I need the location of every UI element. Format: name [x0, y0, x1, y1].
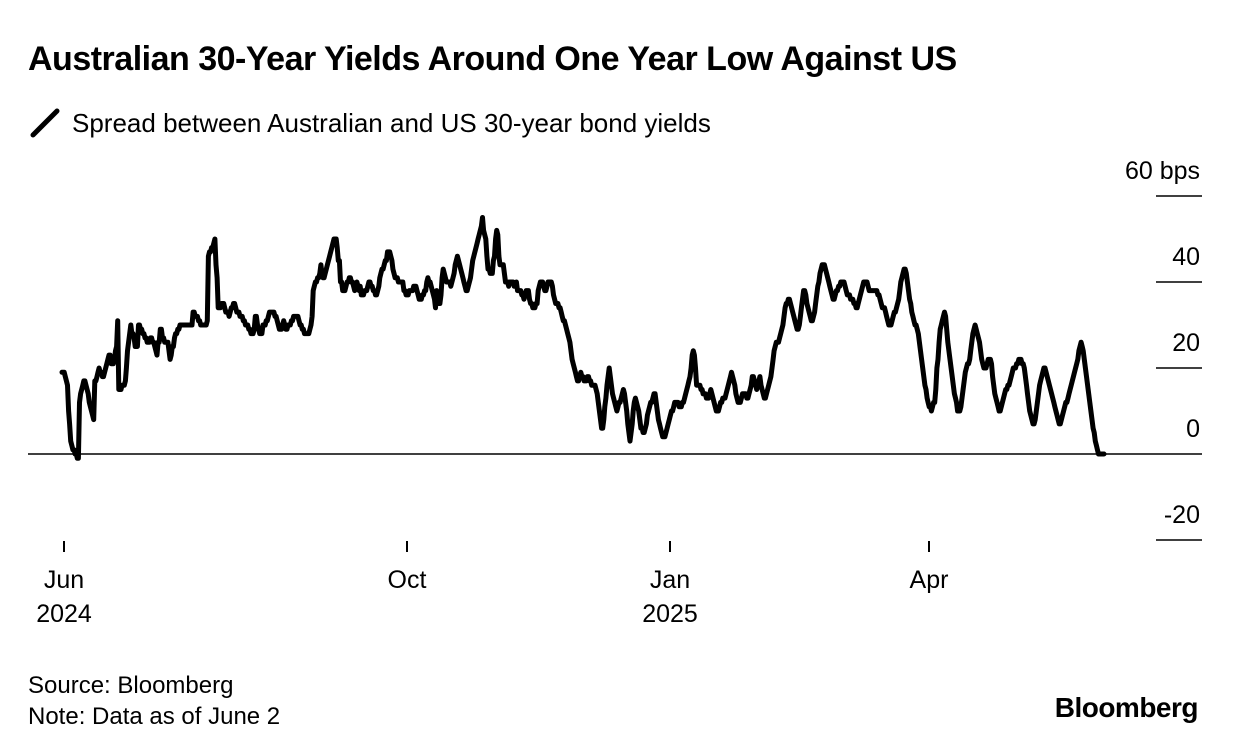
legend-label: Spread between Australian and US 30-year… [72, 107, 711, 138]
legend-swatch-icon [30, 108, 60, 138]
series-line-0 [59, 215, 1107, 461]
x-tick-label-oct: Oct [388, 566, 427, 594]
x-tick-sublabel-2024: 2024 [36, 600, 92, 628]
y-tick-label-60: 60 bps [1125, 157, 1200, 185]
x-tick-sublabel-2025: 2025 [642, 600, 698, 628]
legend: Spread between Australian and US 30-year… [28, 106, 711, 140]
chart-title: Australian 30-Year Yields Around One Yea… [28, 40, 957, 78]
bloomberg-logo: Bloomberg [1054, 692, 1199, 723]
source-note: Source: Bloomberg [28, 672, 234, 699]
x-tick-label-apr: Apr [910, 566, 949, 594]
chart-footer: Source: Bloomberg Note: Data as of June … [28, 670, 280, 732]
y-tick-label--20: -20 [1164, 501, 1200, 529]
data-note: Note: Data as of June 2 [28, 703, 281, 730]
y-tick-label-20: 20 [1172, 329, 1200, 357]
x-tick-label-jun: Jun [44, 566, 84, 594]
y-tick-label-40: 40 [1172, 243, 1200, 271]
x-tick-label-jan: Jan [650, 566, 690, 594]
y-tick-label-0: 0 [1186, 415, 1200, 443]
